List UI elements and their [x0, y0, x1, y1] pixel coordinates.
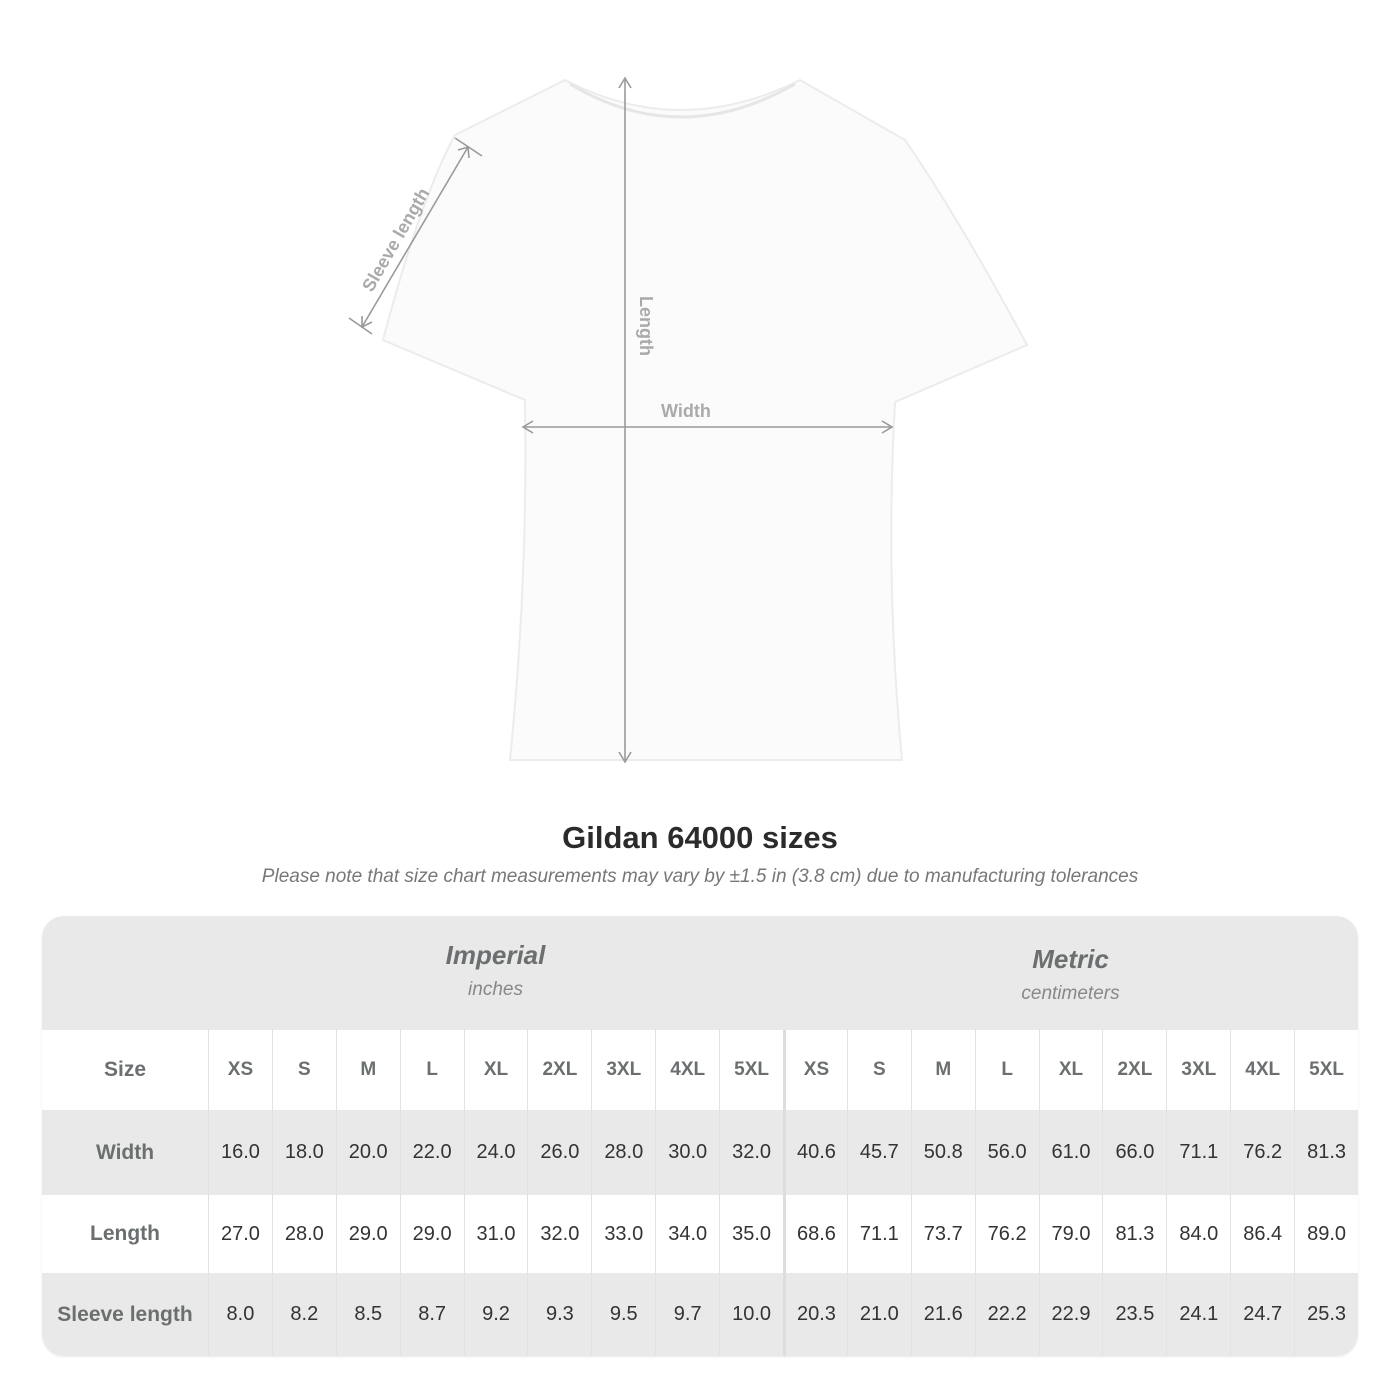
table-cell: 31.0	[463, 1195, 528, 1273]
table-cell: 32.0	[719, 1110, 783, 1195]
table-cell: 8.2	[271, 1273, 336, 1356]
table-cell: 61.0	[1038, 1110, 1103, 1195]
table-cell: 79.0	[1038, 1195, 1103, 1273]
metric-header: Metric centimeters	[783, 944, 1358, 1005]
table-cell: 9.3	[527, 1273, 591, 1356]
table-cell: 84.0	[1166, 1195, 1230, 1273]
size-header-cell: XS	[208, 1030, 272, 1110]
imperial-title: Imperial	[445, 940, 546, 970]
table-cell: 8.5	[335, 1273, 400, 1356]
size-header-cell: 5XL	[719, 1030, 783, 1110]
size-table: Imperial inches Metric centimeters Size …	[42, 916, 1358, 1356]
size-header-cell: 3XL	[1166, 1030, 1230, 1110]
table-cell: 40.6	[783, 1110, 847, 1195]
size-header-cell: S	[271, 1030, 336, 1110]
size-header-cell: XL	[463, 1030, 528, 1110]
size-header-cell: L	[399, 1030, 464, 1110]
size-header-cell: S	[846, 1030, 911, 1110]
metric-title: Metric	[1032, 944, 1109, 974]
table-cell: 29.0	[399, 1195, 464, 1273]
table-cell: 73.7	[910, 1195, 975, 1273]
sleeve-measure-line	[361, 146, 469, 328]
table-cell: 50.8	[910, 1110, 975, 1195]
table-cell: 21.0	[846, 1273, 911, 1356]
table-cell: 81.3	[1102, 1195, 1166, 1273]
table-cell: 22.0	[399, 1110, 464, 1195]
table-cell: 8.0	[208, 1273, 272, 1356]
size-header-cell: XS	[783, 1030, 847, 1110]
table-cell: 45.7	[846, 1110, 911, 1195]
table-cell: 56.0	[974, 1110, 1039, 1195]
table-cell: 26.0	[527, 1110, 591, 1195]
unit-header-band: Imperial inches Metric centimeters	[42, 916, 1358, 1030]
tshirt-diagram: Sleeve length Length Width	[348, 76, 1029, 764]
table-cell: 25.3	[1294, 1273, 1358, 1356]
size-header-cell: XL	[1038, 1030, 1103, 1110]
size-header-cell: M	[910, 1030, 975, 1110]
table-cell: 89.0	[1294, 1195, 1358, 1273]
table-cell: 68.6	[783, 1195, 847, 1273]
size-header-cell: 5XL	[1294, 1030, 1358, 1110]
table-cell: 16.0	[208, 1110, 272, 1195]
metric-unit: centimeters	[1021, 983, 1120, 1004]
row-label: Sleeve length	[57, 1302, 193, 1326]
size-header-cell: 2XL	[1102, 1030, 1166, 1110]
table-cell: 71.1	[846, 1195, 911, 1273]
width-label: Width	[661, 401, 711, 421]
page-title: Gildan 64000 sizes	[562, 820, 838, 855]
table-cell: 9.7	[655, 1273, 719, 1356]
table-cell: 66.0	[1102, 1110, 1166, 1195]
table-cell: 8.7	[399, 1273, 464, 1356]
table-cell: 20.0	[335, 1110, 400, 1195]
table-cell: 9.2	[463, 1273, 528, 1356]
imperial-unit: inches	[468, 979, 523, 1000]
size-header-cell: 3XL	[591, 1030, 655, 1110]
table-cell: 81.3	[1294, 1110, 1358, 1195]
table-cell: 76.2	[1230, 1110, 1294, 1195]
table-cell: 27.0	[208, 1195, 272, 1273]
size-header-cell: M	[335, 1030, 400, 1110]
table-cell: 33.0	[591, 1195, 655, 1273]
table-cell: 34.0	[655, 1195, 719, 1273]
table-cell: 28.0	[271, 1195, 336, 1273]
size-header-cell: L	[974, 1030, 1039, 1110]
tshirt-image	[381, 78, 1029, 761]
table-cell: 24.7	[1230, 1273, 1294, 1356]
table-cell: 22.2	[974, 1273, 1039, 1356]
table-row-length: Length 27.0 28.0 29.0 29.0 31.0 32.0 33.0 34.0 35…	[42, 1195, 1358, 1273]
table-cell: 32.0	[527, 1195, 591, 1273]
table-cell: 10.0	[719, 1273, 783, 1356]
imperial-header: Imperial inches	[208, 940, 783, 1001]
length-label: Length	[636, 296, 656, 356]
table-cell: 71.1	[1166, 1110, 1230, 1195]
row-label: Length	[90, 1222, 160, 1245]
table-cell: 20.3	[783, 1273, 847, 1356]
table-cell: 29.0	[335, 1195, 400, 1273]
table-cell: 22.9	[1038, 1273, 1103, 1356]
size-header-cell: 2XL	[527, 1030, 591, 1110]
table-cell: 24.0	[463, 1110, 528, 1195]
table-row-width: Width 16.0 18.0 20.0 22.0 24.0 26.0 28.0 30.0 32.…	[42, 1110, 1358, 1195]
size-label: Size	[103, 1058, 147, 1081]
tolerance-note: Please note that size chart measurements…	[261, 866, 1139, 887]
row-label: Width	[95, 1140, 155, 1164]
size-header-cell: 4XL	[655, 1030, 719, 1110]
table-cell: 28.0	[591, 1110, 655, 1195]
table-cell: 86.4	[1230, 1195, 1294, 1273]
table-cell: 21.6	[910, 1273, 975, 1356]
size-header-cell: 4XL	[1230, 1030, 1294, 1110]
table-cell: 76.2	[974, 1195, 1039, 1273]
table-cell: 18.0	[271, 1110, 336, 1195]
table-row-sleeve-length: Sleeve length 8.0 8.2 8.5 8.7 9.2 9.3 9.5 9.7 10.…	[42, 1273, 1358, 1356]
size-header-row: Size XS S M L XL 2XL 3XL 4XL 5XL XS S M L XL 2XL 3XL 4XL…	[42, 1030, 1358, 1110]
table-cell: 24.1	[1166, 1273, 1230, 1356]
table-cell: 9.5	[591, 1273, 655, 1356]
table-cell: 30.0	[655, 1110, 719, 1195]
table-cell: 35.0	[719, 1195, 783, 1273]
table-cell: 23.5	[1102, 1273, 1166, 1356]
